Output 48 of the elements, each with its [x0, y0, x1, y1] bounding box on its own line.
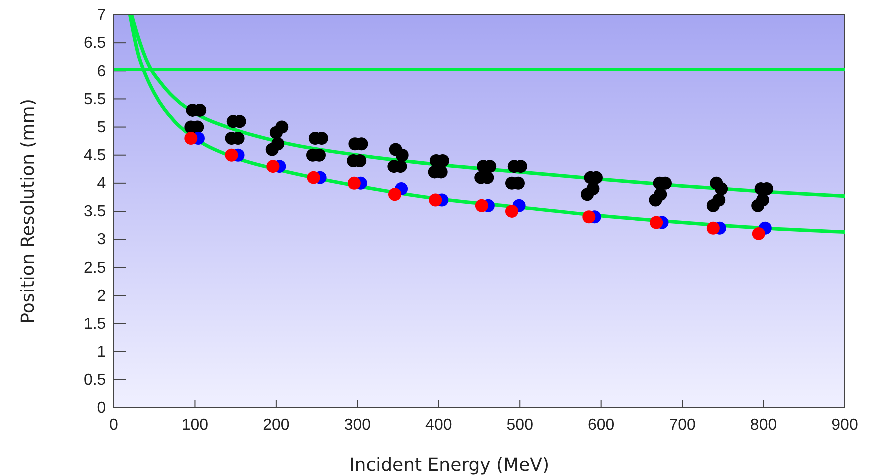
y-tick-label: 0.5	[84, 372, 106, 390]
y-tick-label: 4	[97, 176, 106, 193]
y-tick-label: 1.5	[84, 316, 106, 333]
y-axis-title: Position Resolution (mm)	[18, 99, 39, 324]
y-tick-label: 2	[97, 288, 106, 305]
point	[715, 182, 728, 196]
point	[388, 188, 402, 202]
point	[650, 216, 664, 230]
point	[348, 176, 361, 190]
y-tick-label: 5.5	[84, 91, 106, 108]
point	[429, 194, 442, 207]
point	[276, 120, 289, 134]
x-tick-label: 700	[669, 417, 696, 434]
point	[266, 160, 280, 174]
y-tick-label: 1	[97, 344, 106, 361]
point	[654, 188, 668, 202]
point	[586, 182, 600, 196]
point	[475, 199, 488, 212]
point	[307, 171, 320, 184]
x-tick-label: 400	[426, 417, 452, 434]
x-axis-title: Incident Energy (MeV)	[349, 455, 550, 476]
y-tick-label: 0	[97, 400, 106, 418]
x-tick-label: 0	[110, 417, 119, 434]
y-tick-label: 4.5	[84, 147, 106, 164]
point	[225, 148, 238, 162]
point	[706, 222, 720, 235]
x-tick-label: 500	[506, 417, 534, 434]
y-tick-label: 7	[97, 7, 106, 24]
x-tick-label: 300	[344, 417, 372, 434]
point	[184, 132, 198, 146]
y-tick-label: 3	[97, 232, 106, 249]
y-tick-label: 6.5	[84, 35, 106, 52]
y-tick-label: 5	[97, 119, 106, 136]
y-tick-label: 2.5	[84, 260, 106, 277]
point	[272, 138, 285, 151]
x-tick-label: 200	[263, 417, 290, 434]
point	[396, 148, 409, 162]
point	[756, 194, 770, 207]
point	[582, 210, 596, 224]
x-tick-label: 600	[588, 417, 615, 434]
x-tick-label: 100	[182, 417, 209, 434]
y-tick-label: 6	[97, 63, 106, 80]
x-tick-label: 900	[832, 417, 858, 434]
point	[505, 205, 518, 218]
y-tick-label: 3.5	[84, 204, 106, 221]
x-tick-label: 800	[750, 417, 778, 434]
point	[752, 227, 766, 240]
point	[712, 194, 726, 207]
